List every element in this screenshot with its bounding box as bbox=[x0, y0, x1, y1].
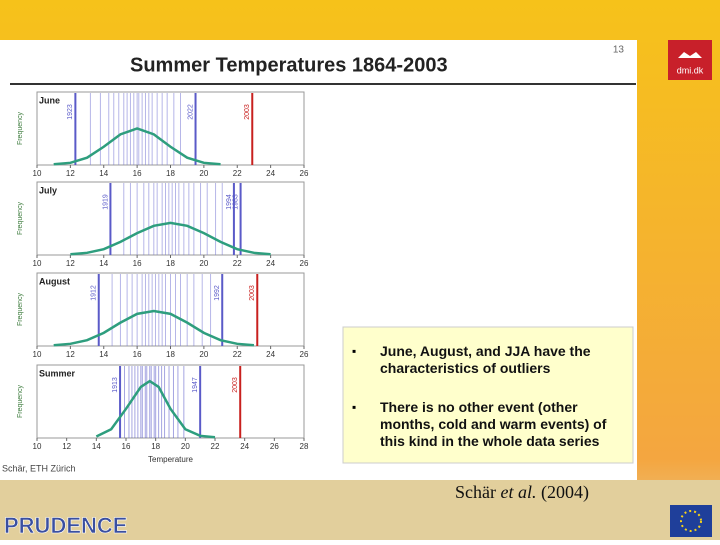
x-tick-label: 18 bbox=[166, 350, 175, 359]
x-tick-label: 12 bbox=[62, 442, 71, 451]
x-tick-label: 20 bbox=[181, 442, 190, 451]
event-label: 1994 bbox=[226, 194, 233, 210]
citation-year: (2004) bbox=[536, 482, 589, 503]
x-tick-label: 20 bbox=[199, 169, 208, 178]
x-tick-label: 24 bbox=[266, 350, 275, 359]
bullet-text: There is no other event (other months, co… bbox=[380, 399, 607, 449]
x-tick-label: 16 bbox=[122, 442, 131, 451]
footer-logo: PRUDENCE bbox=[4, 513, 127, 538]
y-axis-label: Frequency bbox=[17, 201, 24, 235]
x-tick-label: 14 bbox=[99, 169, 108, 178]
y-axis-label: Frequency bbox=[17, 384, 24, 418]
x-tick-label: 10 bbox=[33, 350, 42, 359]
x-tick-label: 16 bbox=[133, 259, 142, 268]
x-tick-label: 14 bbox=[99, 350, 108, 359]
x-tick-label: 28 bbox=[300, 442, 309, 451]
bullet-text: June, August, and JJA have the characteri… bbox=[380, 343, 591, 376]
panel-title: Summer bbox=[39, 368, 76, 378]
credit: Schär, ETH Zürich bbox=[2, 463, 76, 473]
normal-curve bbox=[53, 309, 255, 347]
x-tick-label: 22 bbox=[233, 259, 242, 268]
citation-author: Schär bbox=[455, 482, 500, 502]
panel-title: June bbox=[39, 95, 60, 105]
bullet-line: June, August, and JJA have the bbox=[380, 343, 591, 359]
plot-frame bbox=[36, 364, 305, 439]
x-tick-label: 18 bbox=[166, 259, 175, 268]
footer-band bbox=[0, 480, 720, 540]
text-box bbox=[342, 326, 634, 464]
normal-curve bbox=[53, 127, 221, 166]
y-axis-label: Frequency bbox=[17, 292, 24, 326]
x-tick-label: 24 bbox=[266, 169, 275, 178]
x-tick-label: 18 bbox=[166, 169, 175, 178]
event-label: 1992 bbox=[214, 285, 221, 301]
x-axis-label: Temperature bbox=[148, 455, 193, 464]
x-tick-label: 14 bbox=[92, 442, 101, 451]
panel-title: July bbox=[39, 185, 57, 195]
x-tick-label: 10 bbox=[33, 442, 42, 451]
normal-curve bbox=[70, 221, 271, 256]
bullet-line: There is no other event (other bbox=[380, 399, 578, 415]
slide-title: Summer Temperatures 1864-2003 bbox=[130, 54, 448, 76]
event-label: 1913 bbox=[112, 377, 119, 393]
x-tick-label: 12 bbox=[66, 169, 75, 178]
x-tick-label: 20 bbox=[199, 259, 208, 268]
plot-frame bbox=[36, 181, 305, 256]
x-tick-label: 26 bbox=[300, 259, 309, 268]
x-tick-label: 14 bbox=[99, 259, 108, 268]
page-number: 13 bbox=[613, 45, 625, 56]
x-tick-label: 12 bbox=[66, 350, 75, 359]
x-tick-label: 26 bbox=[300, 169, 309, 178]
event-label: 2003 bbox=[244, 104, 251, 120]
x-tick-label: 10 bbox=[33, 259, 42, 268]
x-tick-label: 22 bbox=[233, 350, 242, 359]
x-tick-label: 24 bbox=[266, 259, 275, 268]
x-tick-label: 26 bbox=[300, 350, 309, 359]
logo-box bbox=[668, 40, 712, 80]
citation: Schär et al. (2004) bbox=[455, 482, 589, 503]
bullet-line: months, cold and warm events) of bbox=[380, 416, 607, 432]
event-label: 1919 bbox=[102, 194, 109, 210]
event-label: 1923 bbox=[67, 104, 74, 120]
event-label: 2003 bbox=[249, 285, 256, 301]
x-tick-label: 26 bbox=[270, 442, 279, 451]
bullet: ▪ bbox=[352, 344, 356, 358]
x-tick-label: 12 bbox=[66, 259, 75, 268]
y-axis-label: Frequency bbox=[17, 111, 24, 145]
crown-icon bbox=[678, 52, 702, 58]
event-label: 1947 bbox=[192, 377, 199, 393]
event-label: 2022 bbox=[187, 104, 194, 120]
event-label: 1912 bbox=[91, 285, 98, 301]
normal-curve bbox=[95, 379, 216, 439]
x-tick-label: 18 bbox=[151, 442, 160, 451]
bullet-line: characteristics of outliers bbox=[380, 360, 551, 376]
x-tick-label: 22 bbox=[211, 442, 220, 451]
bullet-line: this kind in the whole data series bbox=[380, 433, 600, 449]
eu-stars bbox=[680, 510, 702, 532]
bullet: ▪ bbox=[352, 400, 356, 414]
x-tick-label: 10 bbox=[33, 169, 42, 178]
logo-text: dmi.dk bbox=[677, 65, 704, 75]
citation-etal: et al. bbox=[500, 482, 536, 502]
x-tick-label: 22 bbox=[233, 169, 242, 178]
eu-flag bbox=[670, 505, 712, 537]
event-label: 1983 bbox=[232, 194, 239, 210]
x-tick-label: 20 bbox=[199, 350, 208, 359]
event-label: 2003 bbox=[232, 377, 239, 393]
plot-frame bbox=[36, 91, 305, 166]
panel-title: August bbox=[39, 276, 70, 286]
x-tick-label: 24 bbox=[240, 442, 249, 451]
x-tick-label: 16 bbox=[133, 169, 142, 178]
x-tick-label: 16 bbox=[133, 350, 142, 359]
